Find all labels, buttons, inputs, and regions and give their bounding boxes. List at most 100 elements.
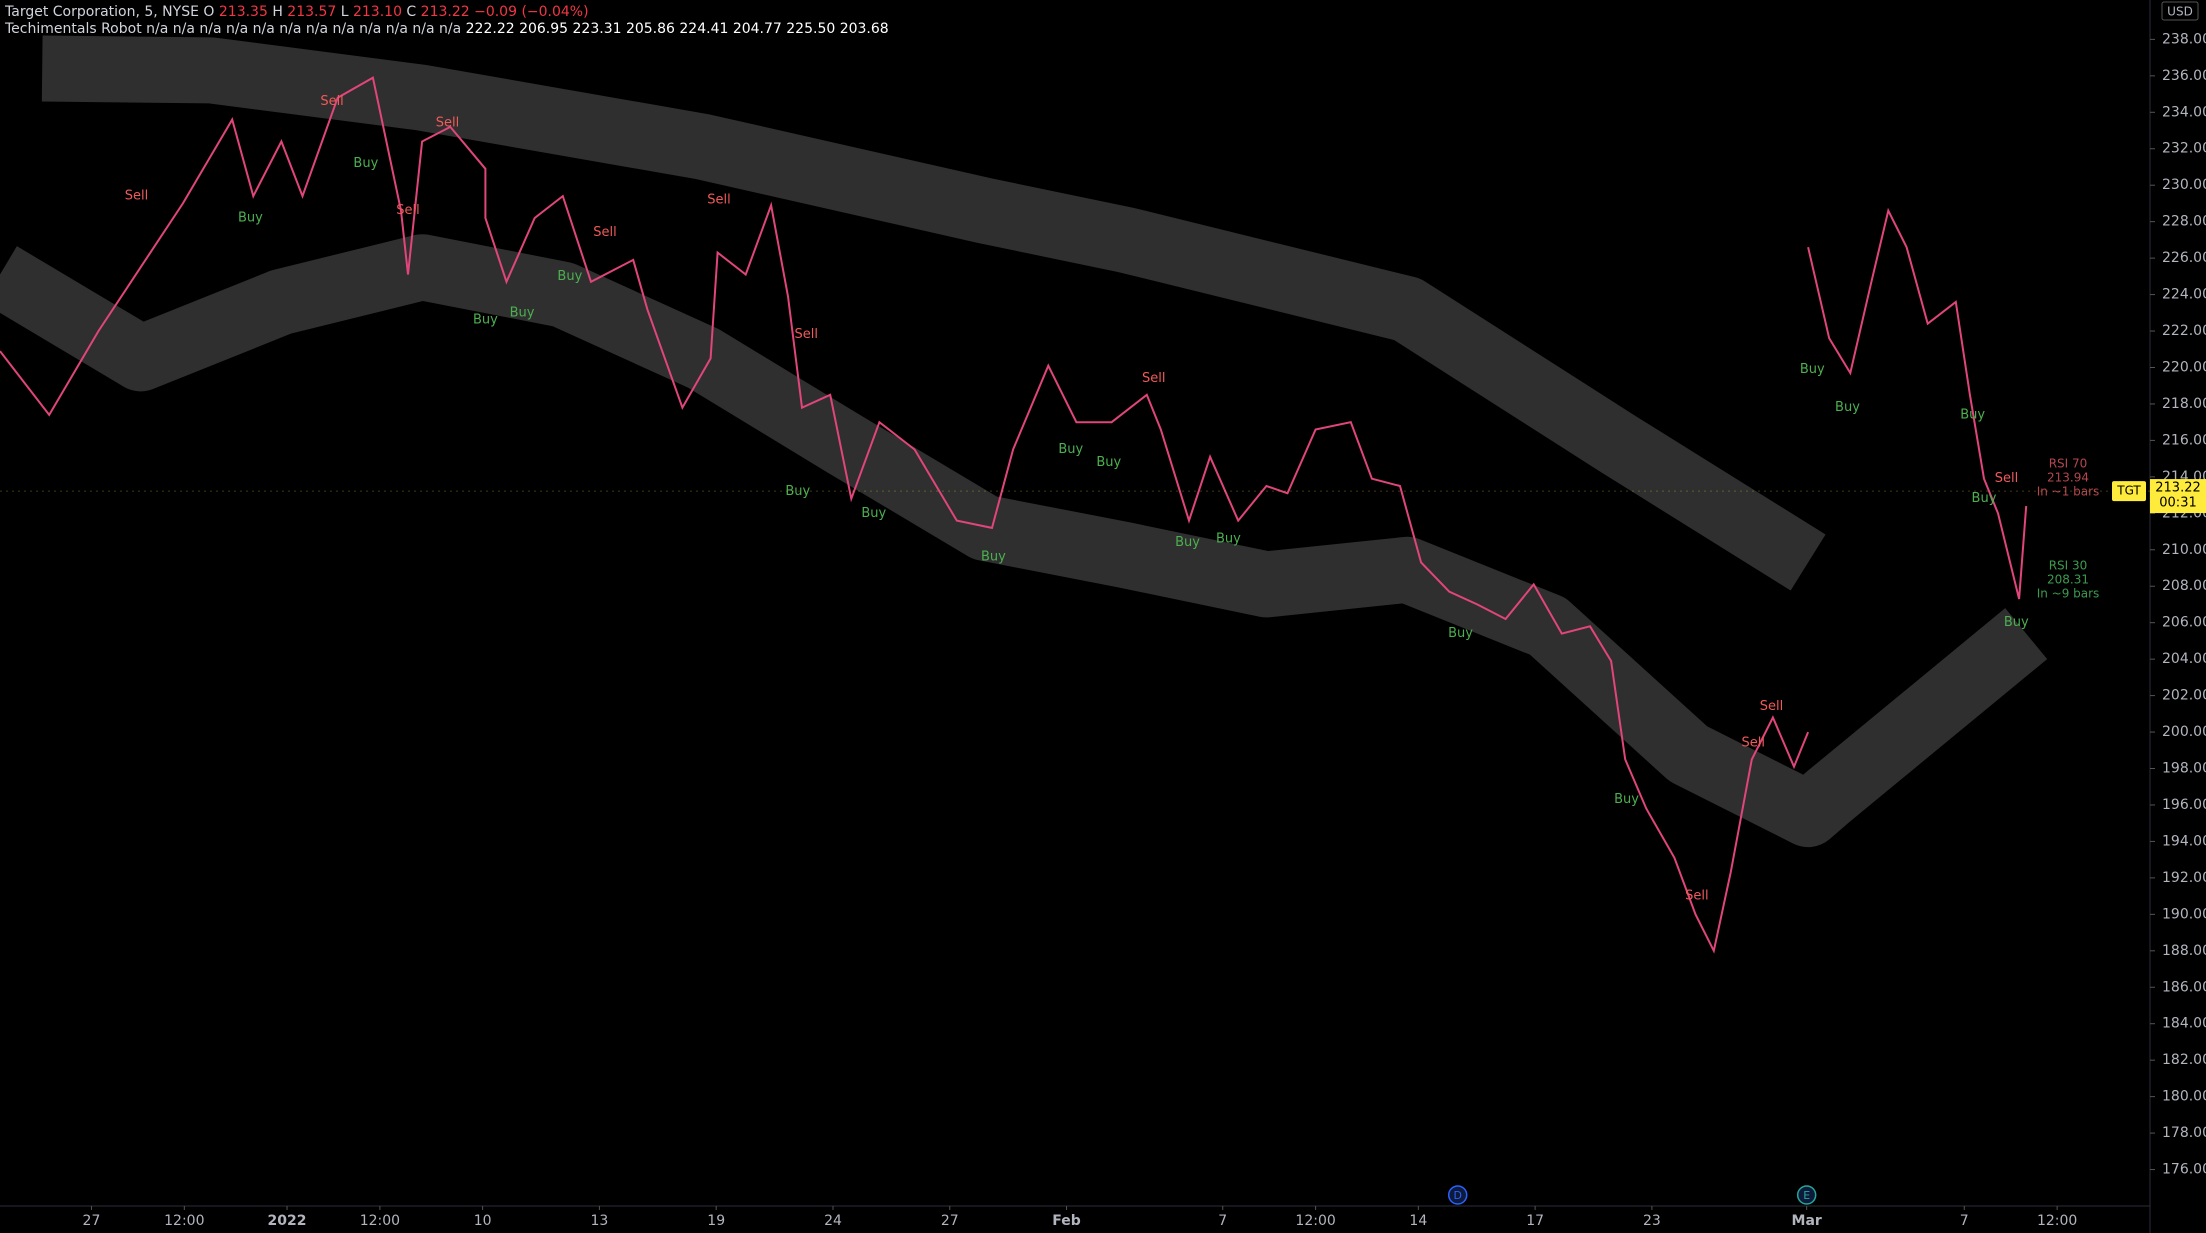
event-marker <box>1796 1185 1817 1205</box>
y-tick-label: 190.00 <box>2162 906 2206 922</box>
x-tick-label: 12:00 <box>2037 1213 2077 1229</box>
indicator-name: Techimentals Robot <box>4 21 146 37</box>
x-tick-label: 12:00 <box>360 1213 400 1229</box>
x-tick-label: 7 <box>1218 1213 1227 1229</box>
y-tick-label: 218.00 <box>2162 396 2206 412</box>
indicator-value: n/a <box>333 21 360 37</box>
band <box>41 35 1826 591</box>
rsi-eta: In ~9 bars <box>2037 587 2100 601</box>
signal-label: Sell <box>436 116 459 131</box>
price-tag <box>2150 479 2206 514</box>
signal-label: Sell <box>707 192 730 207</box>
indicator-value: 223.31 <box>573 21 626 37</box>
signal-label: Sell <box>1741 735 1764 750</box>
rsi-title: RSI 30 <box>2049 559 2088 573</box>
x-tick-label: 24 <box>824 1213 842 1229</box>
price-line <box>1807 207 2028 600</box>
signal-label: Buy <box>861 506 886 521</box>
indicator-value: 204.77 <box>733 21 786 37</box>
signal-label: Buy <box>1972 491 1997 506</box>
rsi-value: 213.94 <box>2047 471 2089 485</box>
indicator-value: 224.41 <box>679 21 732 37</box>
symbol: Target Corporation, 5, NYSE <box>4 4 203 20</box>
signal-label: Buy <box>1800 362 1825 377</box>
y-tick-label: 182.00 <box>2162 1052 2206 1068</box>
x-tick-label: 12:00 <box>164 1213 204 1229</box>
signal-label: Buy <box>238 211 263 226</box>
y-tick-label: 198.00 <box>2162 761 2206 777</box>
y-tick-label: 186.00 <box>2162 979 2206 995</box>
y-tick-label: 238.00 <box>2162 31 2206 47</box>
y-tick-label: 178.00 <box>2162 1125 2206 1141</box>
event-marker <box>1447 1185 1468 1205</box>
y-tick-label: 234.00 <box>2162 104 2206 120</box>
signal-label: Buy <box>1448 626 1473 641</box>
indicator-value: n/a <box>306 21 333 37</box>
indicator-value: 225.50 <box>786 21 839 37</box>
signal-label: Sell <box>1142 371 1165 386</box>
y-tick-label: 220.00 <box>2162 359 2206 375</box>
indicator-line: Techimentals Robot n/a n/a n/a n/a n/a n… <box>4 21 889 37</box>
rsi-value: 208.31 <box>2047 573 2089 587</box>
event-label: E <box>1803 1189 1810 1202</box>
x-tick-label: 23 <box>1643 1213 1661 1229</box>
y-tick-label: 196.00 <box>2162 797 2206 813</box>
y-tick-label: 222.00 <box>2162 323 2206 339</box>
signal-label: Sell <box>320 94 343 109</box>
y-tick-label: 232.00 <box>2162 141 2206 157</box>
signal-label: Buy <box>1175 535 1200 550</box>
signal-label: Sell <box>1685 889 1708 904</box>
x-tick-label: 19 <box>707 1213 725 1229</box>
signal-label: Sell <box>1760 699 1783 714</box>
signal-label: Buy <box>473 313 498 328</box>
indicator-value: n/a <box>439 21 466 37</box>
indicator-value: n/a <box>226 21 253 37</box>
event-label: D <box>1453 1189 1461 1202</box>
signal-label: Sell <box>593 225 616 240</box>
x-tick-label: 7 <box>1960 1213 1969 1229</box>
y-tick-label: 210.00 <box>2162 542 2206 558</box>
ohlc-label: L <box>341 4 353 20</box>
ohlc-value: 213.57 <box>287 4 340 20</box>
signal-label: Buy <box>510 305 535 320</box>
signal-label: Buy <box>557 269 582 284</box>
indicator-value: n/a <box>359 21 386 37</box>
x-tick-label: 10 <box>474 1213 492 1229</box>
indicator-value: n/a <box>279 21 306 37</box>
currency: USD <box>2167 5 2193 19</box>
bands <box>0 35 2048 848</box>
y-tick-label: 192.00 <box>2162 870 2206 886</box>
indicator-value: 206.95 <box>519 21 572 37</box>
indicator-value: n/a <box>199 21 226 37</box>
signal-label: Buy <box>785 484 810 499</box>
y-tick-label: 206.00 <box>2162 615 2206 631</box>
y-tick-label: 184.00 <box>2162 1016 2206 1032</box>
ohlc-value: 213.35 <box>219 4 272 20</box>
y-tick-label: 204.00 <box>2162 651 2206 667</box>
signal-label: Buy <box>1216 531 1241 546</box>
signal-label: Sell <box>1995 471 2018 486</box>
ohlc-label: C <box>406 4 420 20</box>
x-tick-label: 27 <box>941 1213 959 1229</box>
x-tick-label: 12:00 <box>1295 1213 1335 1229</box>
indicator-value: 205.86 <box>626 21 679 37</box>
ohlc-value: 213.22 <box>421 4 474 20</box>
y-tick-label: 176.00 <box>2162 1162 2206 1178</box>
signal-label: Sell <box>125 189 148 204</box>
y-tick-label: 180.00 <box>2162 1089 2206 1105</box>
y-tick-label: 228.00 <box>2162 214 2206 230</box>
signal-label: Buy <box>1614 792 1639 807</box>
y-tick-label: 202.00 <box>2162 688 2206 704</box>
price-tag-label: 213.22 <box>2155 481 2201 496</box>
signal-label: Buy <box>1960 407 1985 422</box>
y-tick-label: 200.00 <box>2162 724 2206 740</box>
indicator-value: 203.68 <box>840 21 889 37</box>
countdown: 00:31 <box>2159 496 2196 511</box>
rsi-eta: In ~1 bars <box>2037 485 2100 499</box>
indicator-value: n/a <box>253 21 280 37</box>
signal-label: Sell <box>795 327 818 342</box>
currency-box <box>2161 1 2199 21</box>
x-tick-label: 2022 <box>268 1213 307 1229</box>
